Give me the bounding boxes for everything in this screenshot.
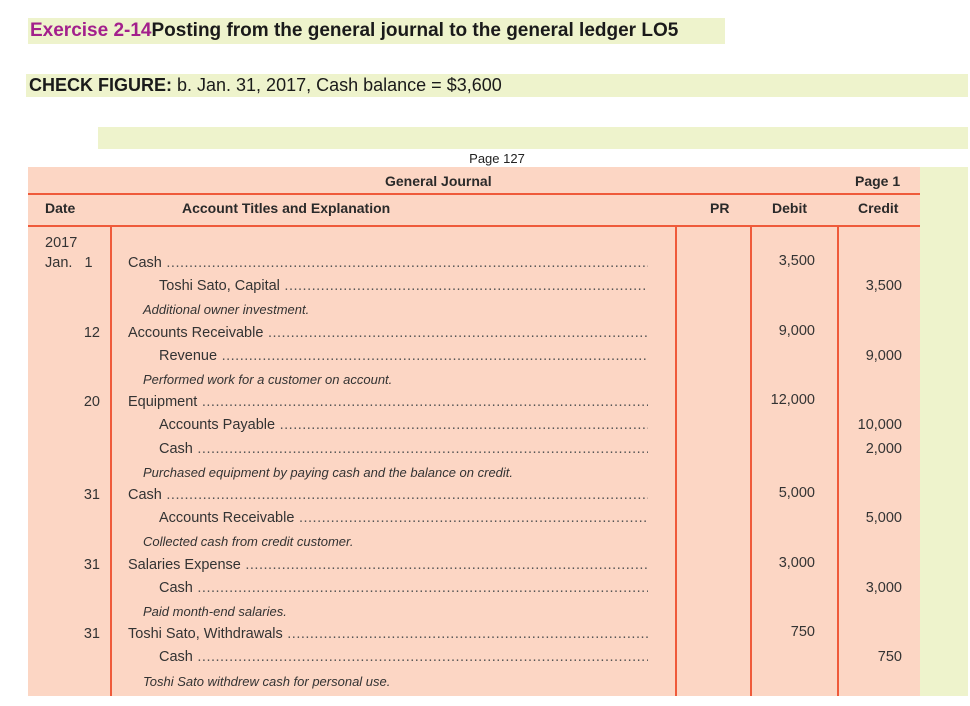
account-title: Cash ...................................… <box>159 579 648 597</box>
entry-explanation: Toshi Sato withdrew cash for personal us… <box>143 673 391 689</box>
account-title-text: Cash <box>128 255 162 271</box>
page-reference: Page 127 <box>469 151 525 166</box>
pr-column-rule <box>675 226 677 696</box>
entry-date: Jan. 1 <box>45 255 93 271</box>
account-title: Cash ...................................… <box>159 648 648 666</box>
exercise-heading: Posting from the general journal to the … <box>151 20 679 41</box>
column-header-debit: Debit <box>772 200 807 216</box>
journal-year: 2017 <box>45 235 78 251</box>
credit-amount: 750 <box>877 649 902 666</box>
leader-dots: ........................................… <box>166 487 648 503</box>
account-title-text: Accounts Receivable <box>159 510 295 527</box>
leader-dots: ........................................… <box>284 278 648 295</box>
entry-date: 31 <box>83 487 100 503</box>
entry-explanation: Additional owner investment. <box>143 302 310 318</box>
check-figure-label: CHECK FIGURE: <box>29 75 172 95</box>
journal-page-number: Page 1 <box>855 173 901 189</box>
debit-amount: 12,000 <box>770 392 815 409</box>
account-title: Salaries Expense .......................… <box>128 556 648 574</box>
account-title: Cash ...................................… <box>159 440 648 458</box>
entry-date: 31 <box>83 556 100 573</box>
header-rule-top <box>28 193 920 195</box>
account-title-text: Salaries Expense <box>128 556 241 573</box>
account-title: Accounts Receivable ....................… <box>128 324 648 342</box>
account-title: Equipment ..............................… <box>128 393 648 411</box>
debit-amount: 9,000 <box>778 322 815 339</box>
debit-amount: 3,000 <box>778 554 815 571</box>
entry-explanation: Paid month-end salaries. <box>143 604 287 619</box>
credit-amount: 3,000 <box>865 579 902 596</box>
leader-dots: ........................................… <box>166 255 648 271</box>
account-title-text: Cash <box>159 579 193 596</box>
credit-amount: 10,000 <box>857 417 902 434</box>
credit-amount: 5,000 <box>865 510 902 527</box>
account-title-text: Cash <box>128 487 162 503</box>
column-header-date: Date <box>45 200 76 216</box>
account-title: Toshi Sato, Capital ....................… <box>159 277 648 295</box>
account-title-text: Cash <box>159 649 193 666</box>
journal-title: General Journal <box>385 173 492 189</box>
leader-dots: ........................................… <box>197 579 648 596</box>
leader-dots: ........................................… <box>245 556 648 573</box>
check-figure-text: b. Jan. 31, 2017, Cash balance = $3,600 <box>172 75 502 95</box>
leader-dots: ........................................… <box>201 394 648 411</box>
debit-column-rule <box>750 226 752 696</box>
header-rule-bottom <box>28 225 920 227</box>
credit-amount: 9,000 <box>865 347 902 364</box>
column-header-pr: PR <box>710 200 730 216</box>
entry-explanation: Performed work for a customer on account… <box>143 372 393 387</box>
account-title: Cash ...................................… <box>128 254 648 272</box>
exercise-number: Exercise 2-14 <box>30 20 152 41</box>
blank-highlight-bar <box>98 127 968 149</box>
debit-amount: 3,500 <box>778 253 815 269</box>
leader-dots: ........................................… <box>197 649 648 666</box>
column-header-credit: Credit <box>858 200 899 216</box>
entry-date: 20 <box>83 394 100 411</box>
account-title: Revenue ................................… <box>159 347 648 365</box>
account-title-text: Accounts Payable <box>159 417 276 434</box>
account-title: Accounts Payable .......................… <box>159 416 648 434</box>
credit-column-rule <box>837 226 839 696</box>
leader-dots: ........................................… <box>298 510 648 527</box>
leader-dots: ........................................… <box>267 324 648 341</box>
entry-date: 12 <box>83 324 100 341</box>
column-header-account: Account Titles and Explanation <box>182 200 391 216</box>
account-title: Cash ...................................… <box>128 486 648 504</box>
account-title: Toshi Sato, Withdrawals ................… <box>128 625 648 643</box>
credit-amount: 3,500 <box>865 278 902 295</box>
account-title-text: Revenue <box>159 347 218 364</box>
side-highlight-strip <box>920 167 968 696</box>
account-title-text: Cash <box>159 440 193 457</box>
leader-dots: ........................................… <box>287 626 648 643</box>
account-title-text: Accounts Receivable <box>128 324 264 341</box>
leader-dots: ........................................… <box>221 347 648 364</box>
entry-explanation: Collected cash from credit customer. <box>143 534 354 550</box>
account-title-text: Toshi Sato, Withdrawals <box>128 626 283 643</box>
leader-dots: ........................................… <box>279 417 648 434</box>
account-title-text: Toshi Sato, Capital <box>159 278 280 295</box>
entry-date: 31 <box>83 626 100 643</box>
debit-amount: 750 <box>790 624 815 641</box>
account-title: Accounts Receivable ....................… <box>159 509 648 527</box>
credit-amount: 2,000 <box>865 440 902 457</box>
debit-amount: 5,000 <box>778 485 815 501</box>
general-journal-table: General Journal Page 1 Date Account Titl… <box>28 167 920 696</box>
account-title-text: Equipment <box>128 394 198 411</box>
check-figure: CHECK FIGURE: b. Jan. 31, 2017, Cash bal… <box>26 74 968 97</box>
leader-dots: ........................................… <box>197 440 648 457</box>
exercise-title: Exercise 2-14Posting from the general jo… <box>28 18 725 44</box>
date-column-rule <box>110 226 112 696</box>
entry-explanation: Purchased equipment by paying cash and t… <box>143 464 514 480</box>
